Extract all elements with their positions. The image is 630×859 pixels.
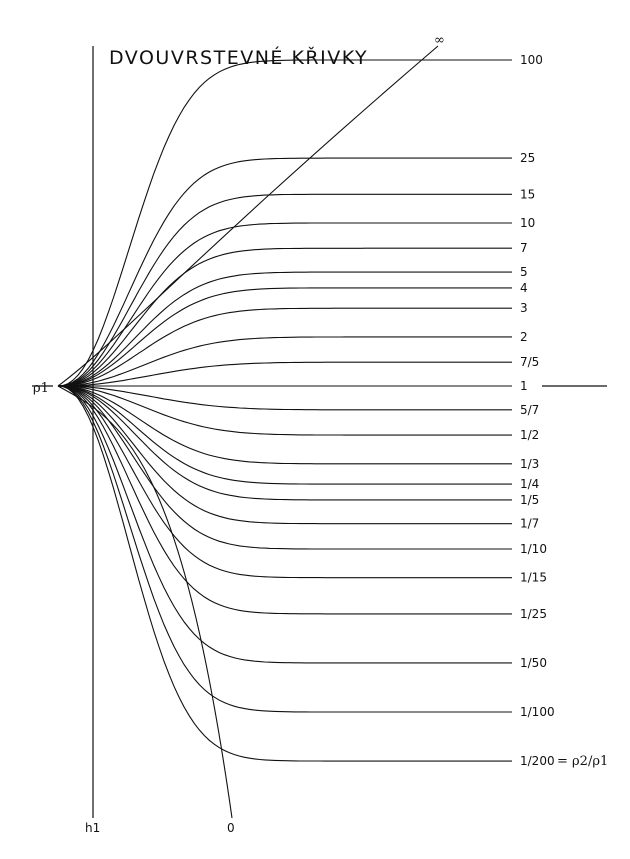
curve-label-21: 1/25	[520, 607, 547, 621]
curve-24	[57, 385, 512, 762]
curve-label-11: 7/5	[520, 355, 539, 369]
curve-label-1: ∞	[434, 33, 445, 48]
curve-label-15: 1/3	[520, 457, 539, 471]
curve-label-25: 0	[227, 821, 235, 835]
curve-6	[57, 247, 512, 387]
curve-label-14: 1/2	[520, 428, 539, 442]
curve-2	[57, 59, 512, 387]
curve-8	[57, 287, 512, 387]
curve-label-12: 1	[520, 379, 528, 393]
curve-10	[57, 336, 512, 387]
curve-label-13: 5/7	[520, 403, 539, 417]
curve-25	[57, 385, 233, 819]
curve-19	[57, 385, 512, 550]
curve-7	[57, 271, 512, 387]
curve-17	[57, 385, 512, 501]
ratio-label: = ρ2/ρ1	[557, 754, 608, 769]
curve-label-7: 5	[520, 265, 528, 279]
curve-label-3: 25	[520, 151, 535, 165]
curve-11	[58, 361, 512, 387]
curve-22	[57, 385, 512, 664]
curve-5	[57, 222, 512, 387]
curve-label-24: 1/200	[520, 754, 555, 768]
curve-label-16: 1/4	[520, 477, 539, 491]
curve-14	[57, 385, 512, 436]
curve-label-4: 15	[520, 187, 535, 201]
curve-label-8: 4	[520, 281, 528, 295]
curve-13	[58, 385, 512, 411]
curve-labels-group: ∞ 100 25 15 10 7 5 4 3 2 7/5 1 5/7 1/2 1/3 1/4 1/5 1/7 1/1…	[227, 33, 608, 835]
curve-4	[57, 193, 512, 387]
curve-3	[57, 157, 512, 387]
curve-1	[57, 45, 439, 387]
curve-label-5: 10	[520, 216, 535, 230]
curves-group	[57, 45, 512, 819]
curve-label-10: 2	[520, 330, 528, 344]
curve-20	[57, 385, 512, 579]
curve-9	[57, 307, 512, 387]
curve-18	[57, 385, 512, 525]
curve-16	[57, 385, 512, 485]
curve-label-18: 1/7	[520, 517, 539, 531]
curve-label-2: 100	[520, 53, 543, 67]
curve-label-20: 1/15	[520, 571, 547, 585]
curve-label-17: 1/5	[520, 493, 539, 507]
curve-label-19: 1/10	[520, 542, 547, 556]
curve-label-23: 1/100	[520, 705, 555, 719]
curve-label-6: 7	[520, 241, 528, 255]
curve-label-9: 3	[520, 301, 528, 315]
chart-title: DVOUVRSTEVNÉ KŘIVKY	[109, 46, 368, 69]
curve-15	[57, 385, 512, 465]
curve-23	[57, 385, 512, 713]
vertical-axis-label: h1	[85, 821, 100, 835]
curve-label-22: 1/50	[520, 656, 547, 670]
origin-label: ρ1	[33, 381, 49, 396]
curve-21	[57, 385, 512, 615]
